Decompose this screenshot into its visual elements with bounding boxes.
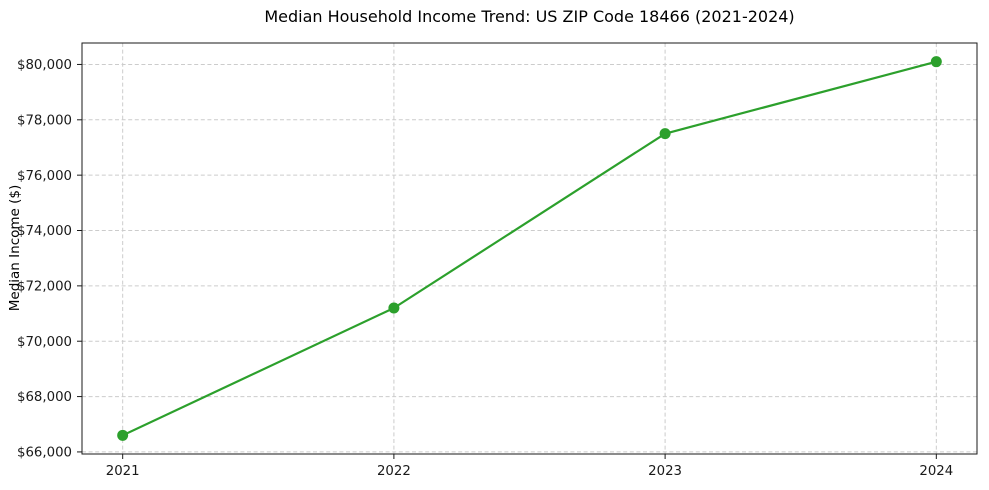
x-tick-label: 2021 — [106, 464, 140, 479]
trend-line — [121, 60, 938, 437]
x-tick-label: 2022 — [377, 464, 411, 479]
y-tick-label: $74,000 — [17, 224, 72, 239]
y-tick-label: $72,000 — [17, 279, 72, 294]
y-tick-label: $68,000 — [17, 390, 72, 405]
y-tick-label: $66,000 — [17, 446, 72, 461]
y-axis-title: Median Income ($) — [7, 184, 23, 312]
y-tick-label: $76,000 — [17, 169, 72, 184]
y-tick-label: $70,000 — [17, 335, 72, 350]
x-tick-label: 2024 — [919, 464, 953, 479]
data-point-marker — [930, 56, 942, 68]
data-point-marker — [117, 429, 129, 441]
data-point-marker — [659, 128, 671, 140]
y-tick-label: $78,000 — [17, 113, 72, 128]
y-tick-label: $80,000 — [17, 58, 72, 73]
data-point-marker — [388, 302, 400, 314]
x-tick-label: 2023 — [648, 464, 682, 479]
chart-title: Median Household Income Trend: US ZIP Co… — [264, 7, 795, 26]
